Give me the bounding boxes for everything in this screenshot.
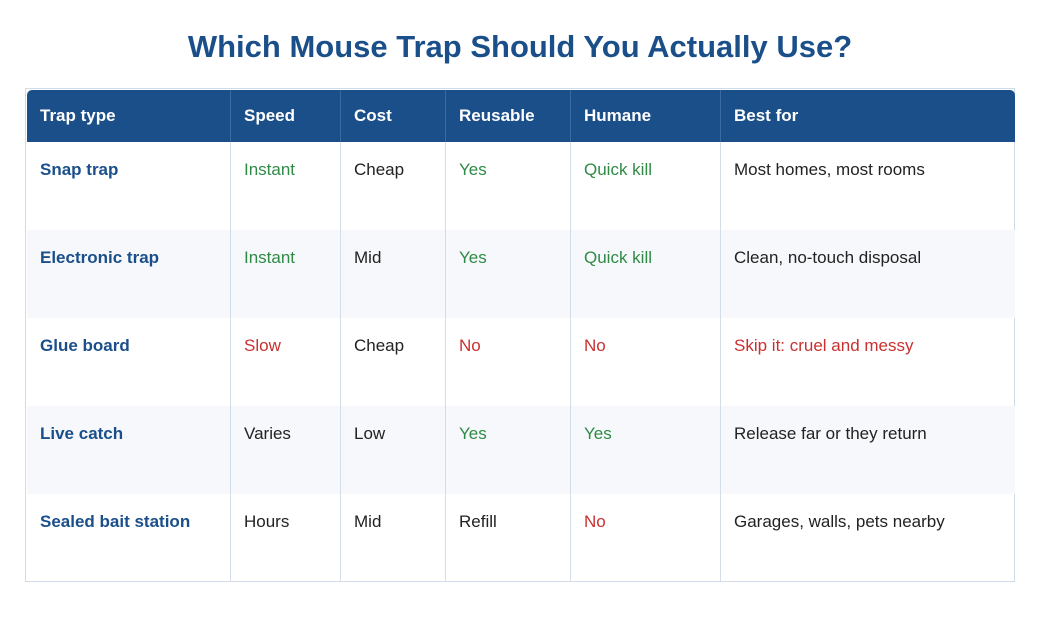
page-title: Which Mouse Trap Should You Actually Use… bbox=[187, 29, 853, 64]
trap-type-cell: Snap trap bbox=[27, 142, 231, 230]
best-for-cell: Garages, walls, pets nearby bbox=[734, 512, 945, 531]
speed-cell: Instant bbox=[231, 142, 341, 230]
comparison-table: Trap type Speed Cost Reusable Humane Bes… bbox=[27, 90, 1015, 582]
reusable-cell: Yes bbox=[446, 230, 571, 318]
humane-cell: Yes bbox=[571, 406, 721, 494]
reusable-cell: No bbox=[446, 318, 571, 406]
column-header-reusable: Reusable bbox=[446, 90, 571, 142]
speed-cell: Slow bbox=[231, 318, 341, 406]
cost-cell: Low bbox=[341, 406, 446, 494]
cost-cell: Mid bbox=[341, 230, 446, 318]
reusable-cell: Yes bbox=[446, 142, 571, 230]
table-row: Electronic trap Instant Mid Yes Quick ki… bbox=[27, 230, 1015, 318]
best-for-cell: Release far or they return bbox=[721, 406, 1015, 494]
cost-cell: Cheap bbox=[341, 142, 446, 230]
table-header: Trap type Speed Cost Reusable Humane Bes… bbox=[27, 90, 1015, 142]
best-for-cell: Clean, no-touch disposal bbox=[721, 230, 1015, 318]
humane-cell: Quick kill bbox=[571, 142, 721, 230]
column-header-trap-type: Trap type bbox=[27, 90, 231, 142]
table-row: Sealed bait station Hours Mid Refill No … bbox=[27, 494, 1015, 582]
column-header-best-for: Best for bbox=[721, 90, 1015, 142]
trap-type-cell: Glue board bbox=[27, 318, 231, 406]
header-row: Trap type Speed Cost Reusable Humane Bes… bbox=[27, 90, 1015, 142]
best-for-cell: Most homes, most rooms bbox=[734, 160, 925, 179]
speed-cell: Hours bbox=[231, 494, 341, 582]
speed-cell: Instant bbox=[231, 230, 341, 318]
trap-type-cell: Electronic trap bbox=[27, 230, 231, 318]
column-header-speed: Speed bbox=[231, 90, 341, 142]
table-row: Snap trap Instant Cheap Yes Quick kill M… bbox=[27, 142, 1015, 230]
reusable-cell: Yes bbox=[446, 406, 571, 494]
cost-cell: Mid bbox=[341, 494, 446, 582]
column-header-humane: Humane bbox=[571, 90, 721, 142]
reusable-cell: Refill bbox=[446, 494, 571, 582]
speed-cell: Varies bbox=[231, 406, 341, 494]
humane-cell: No bbox=[571, 318, 721, 406]
trap-type-cell: Live catch bbox=[27, 406, 231, 494]
trap-type-cell: Sealed bait station bbox=[27, 494, 231, 582]
best-for-cell: Skip it: cruel and messy bbox=[734, 336, 914, 355]
humane-cell: Quick kill bbox=[571, 230, 721, 318]
cost-cell: Cheap bbox=[341, 318, 446, 406]
comparison-table-frame: Trap type Speed Cost Reusable Humane Bes… bbox=[25, 88, 1015, 582]
table-body: Snap trap Instant Cheap Yes Quick kill M… bbox=[27, 142, 1015, 582]
column-header-cost: Cost bbox=[341, 90, 446, 142]
table-row: Live catch Varies Low Yes Yes Release fa… bbox=[27, 406, 1015, 494]
humane-cell: No bbox=[571, 494, 721, 582]
table-row: Glue board Slow Cheap No No Skip it: cru… bbox=[27, 318, 1015, 406]
